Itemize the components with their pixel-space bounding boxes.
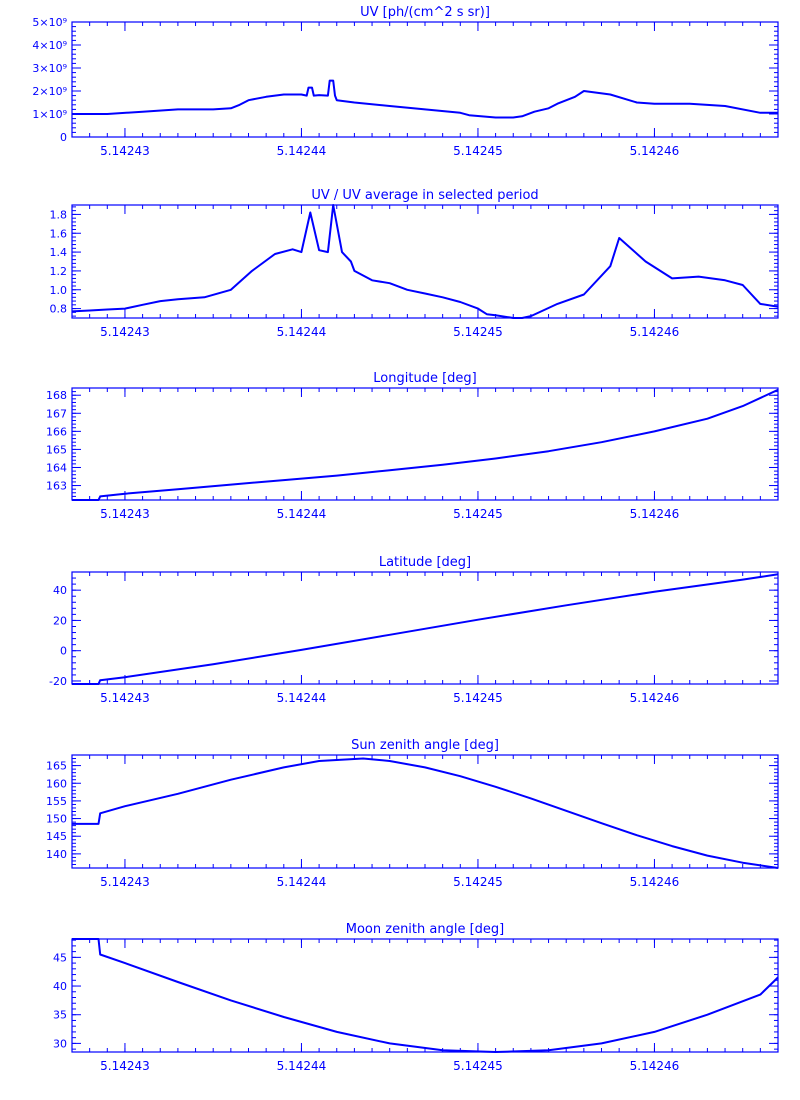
series-line-1 xyxy=(72,938,779,1053)
chart-panel-2: UV / UV average in selected period 5.1424… xyxy=(50,188,779,339)
plot-frame xyxy=(71,754,779,869)
y-tick-label: 166 xyxy=(46,425,67,438)
plot-frame xyxy=(71,938,779,1053)
x-tick-label: 5.14246 xyxy=(630,144,680,158)
chart-title: UV / UV average in selected period xyxy=(311,188,538,203)
y-tick-label: 0.8 xyxy=(50,303,68,316)
chart-panel-3: Longitude [deg] 5.14243 5.14244 5.14245 5.14… xyxy=(46,371,779,521)
x-tick-label: 5.14244 xyxy=(277,507,327,521)
plot-frame xyxy=(71,204,779,319)
y-tick-label: 3×10⁹ xyxy=(32,62,67,75)
x-tick-label: 5.14245 xyxy=(453,325,503,339)
y-tick-label: 45 xyxy=(53,951,67,964)
x-tick-label: 5.14244 xyxy=(277,691,327,705)
y-tick-label: 40 xyxy=(53,980,67,993)
x-tick-label: 5.14245 xyxy=(453,1059,503,1073)
y-tick-label: 160 xyxy=(46,777,67,790)
x-tick-label: 5.14246 xyxy=(630,325,680,339)
series-line-1 xyxy=(71,204,779,319)
chart-panel-6: Moon zenith angle [deg] 5.14243 5.14244 5.1… xyxy=(53,922,779,1073)
y-tick-label: 164 xyxy=(46,461,67,474)
chart-title: UV [ph/(cm^2 s sr)] xyxy=(360,5,490,20)
plot-frame xyxy=(71,21,779,138)
chart-title: Moon zenith angle [deg] xyxy=(346,922,504,937)
chart-panel-5: Sun zenith angle [deg] 5.14243 5.14244 5.14… xyxy=(46,738,779,889)
x-tick-label: 5.14246 xyxy=(630,1059,680,1073)
y-tick-label: 168 xyxy=(46,389,67,402)
y-tick-label: 20 xyxy=(53,614,67,627)
x-tick-label: 5.14243 xyxy=(100,507,150,521)
y-tick-label: 1×10⁹ xyxy=(32,108,67,121)
x-tick-label: 5.14246 xyxy=(630,691,680,705)
y-tick-label: 4×10⁹ xyxy=(32,39,67,52)
series-line-1 xyxy=(72,79,778,119)
x-tick-label: 5.14245 xyxy=(453,875,503,889)
plot-frame xyxy=(71,387,779,501)
y-tick-label: 140 xyxy=(46,848,67,861)
y-tick-label: -20 xyxy=(49,675,67,688)
y-tick-label: 1.6 xyxy=(50,227,68,240)
y-tick-label: 155 xyxy=(46,795,67,808)
y-tick-label: 167 xyxy=(46,407,67,420)
x-tick-label: 5.14243 xyxy=(100,875,150,889)
series-line-1 xyxy=(72,388,779,501)
y-tick-label: 5×10⁹ xyxy=(32,16,67,29)
x-tick-label: 5.14244 xyxy=(277,1059,327,1073)
x-tick-label: 5.14243 xyxy=(100,325,150,339)
chart-title: Longitude [deg] xyxy=(373,371,476,386)
y-tick-label: 30 xyxy=(53,1037,67,1050)
chart-panel-4: Latitude [deg] 5.14243 5.14244 5.14245 5.142… xyxy=(49,555,779,705)
y-tick-label: 150 xyxy=(46,813,67,826)
x-tick-label: 5.14244 xyxy=(277,325,327,339)
y-tick-label: 35 xyxy=(53,1009,67,1022)
y-tick-label: 1.0 xyxy=(50,284,68,297)
x-tick-label: 5.14243 xyxy=(100,1059,150,1073)
x-tick-label: 5.14243 xyxy=(100,691,150,705)
y-tick-label: 0 xyxy=(60,131,67,144)
x-tick-label: 5.14246 xyxy=(630,875,680,889)
y-tick-label: 1.8 xyxy=(50,208,68,221)
y-tick-label: 163 xyxy=(46,480,67,493)
y-tick-label: 165 xyxy=(46,443,67,456)
x-tick-label: 5.14246 xyxy=(630,507,680,521)
x-tick-label: 5.14245 xyxy=(453,507,503,521)
chart-panel-1: UV [ph/(cm^2 s sr)] 5.14243 5.14244 5.14245… xyxy=(32,5,779,158)
y-tick-label: 1.4 xyxy=(50,246,68,259)
x-tick-label: 5.14244 xyxy=(277,875,327,889)
x-tick-label: 5.14243 xyxy=(100,144,150,158)
series-line-1 xyxy=(72,757,779,869)
series-line-1 xyxy=(72,573,779,685)
chart-title: Sun zenith angle [deg] xyxy=(351,738,499,753)
y-tick-label: 165 xyxy=(46,760,67,773)
y-tick-label: 0 xyxy=(60,645,67,658)
y-tick-label: 1.2 xyxy=(50,265,68,278)
y-tick-label: 145 xyxy=(46,830,67,843)
y-tick-label: 2×10⁹ xyxy=(32,85,67,98)
y-tick-label: 40 xyxy=(53,584,67,597)
chart-title: Latitude [deg] xyxy=(379,555,471,570)
x-tick-label: 5.14244 xyxy=(277,144,327,158)
x-tick-label: 5.14245 xyxy=(453,691,503,705)
x-tick-label: 5.14245 xyxy=(453,144,503,158)
